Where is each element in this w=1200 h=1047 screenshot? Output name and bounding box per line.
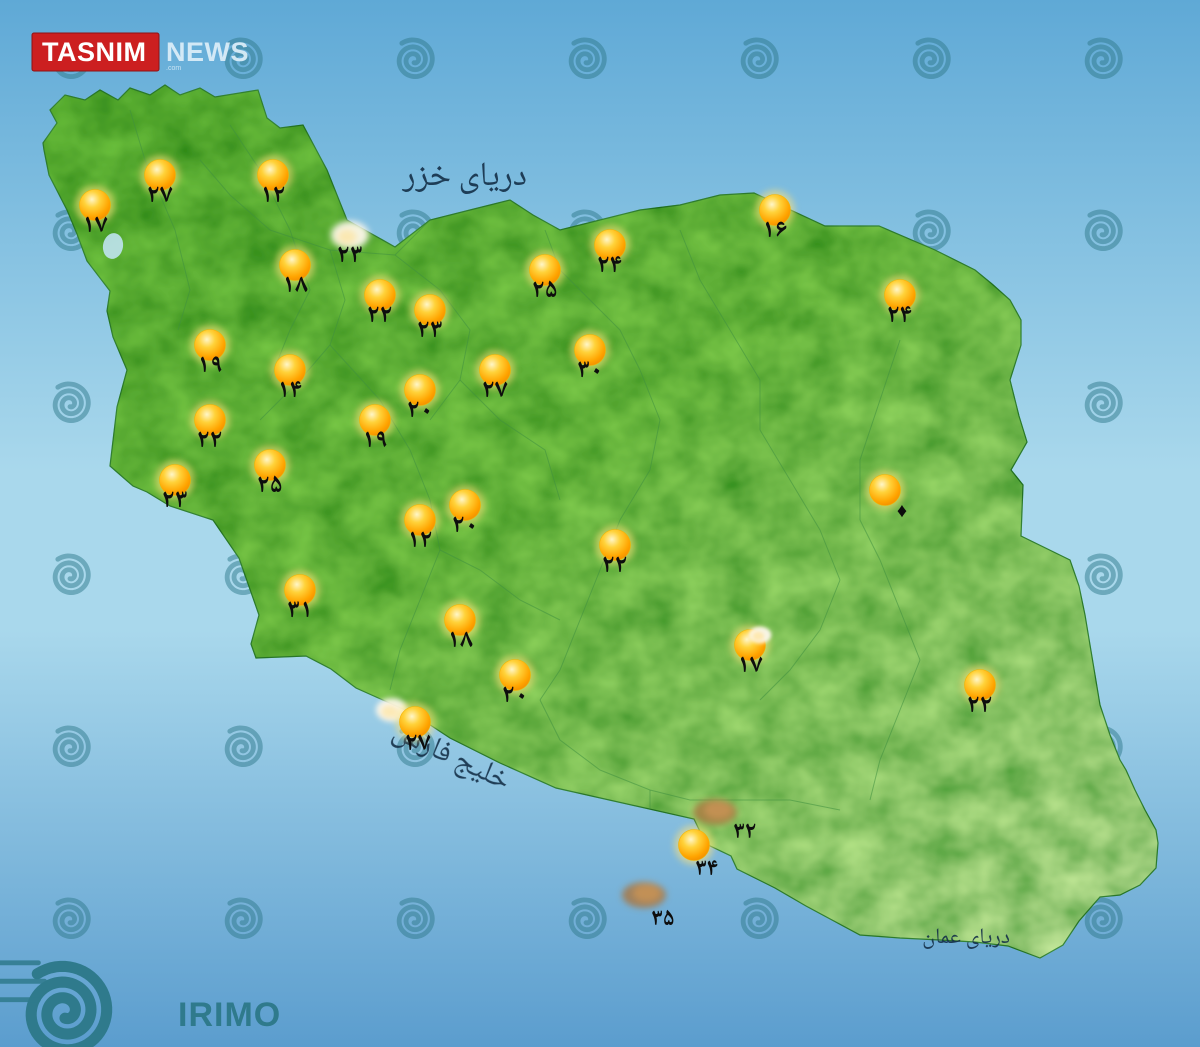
svg-text:۲۷: ۲۷ <box>405 723 431 767</box>
svg-text:۲۲: ۲۲ <box>197 420 222 464</box>
svg-text:۲۲: ۲۲ <box>367 295 392 339</box>
svg-text:۲۵: ۲۵ <box>257 465 282 509</box>
svg-text:۲۳: ۲۳ <box>337 235 362 279</box>
svg-text:۲۳: ۲۳ <box>417 310 442 354</box>
svg-text:۱۸: ۱۸ <box>282 265 308 309</box>
svg-text:NEWS: NEWS <box>166 37 249 67</box>
svg-text:۲۵: ۲۵ <box>532 270 557 314</box>
svg-text:IRIMO: IRIMO <box>178 996 281 1034</box>
svg-text:۲۲: ۲۲ <box>602 545 627 589</box>
svg-text:۲۰: ۲۰ <box>502 675 527 719</box>
svg-text:دریای عمان: دریای عمان <box>922 919 1010 957</box>
svg-text:۱۲: ۱۲ <box>407 520 432 564</box>
svg-text:۱۸: ۱۸ <box>447 620 473 664</box>
svg-text:۲۴: ۲۴ <box>887 295 912 339</box>
svg-text:دریای خزر: دریای خزر <box>402 149 527 207</box>
svg-text:۳۵: ۳۵ <box>651 900 674 941</box>
svg-text:۱۷: ۱۷ <box>737 645 763 689</box>
svg-text:۱۲: ۱۲ <box>260 175 285 219</box>
svg-text:♦: ♦ <box>897 500 907 522</box>
svg-text:۱۹: ۱۹ <box>362 420 387 464</box>
svg-text:۱۴: ۱۴ <box>277 370 302 414</box>
svg-text:۲۰: ۲۰ <box>452 505 477 549</box>
svg-text:۲۴: ۲۴ <box>597 245 622 289</box>
svg-text:.com: .com <box>166 65 181 72</box>
svg-text:۲۷: ۲۷ <box>147 175 173 219</box>
svg-text:۱۷: ۱۷ <box>82 205 108 249</box>
svg-text:۱۹: ۱۹ <box>197 345 222 389</box>
svg-text:۱۶: ۱۶ <box>762 210 787 254</box>
svg-text:۳۴: ۳۴ <box>695 850 718 891</box>
svg-text:۲۰: ۲۰ <box>407 390 432 434</box>
svg-text:۲۷: ۲۷ <box>482 370 508 414</box>
svg-text:۲۳: ۲۳ <box>162 480 187 524</box>
svg-text:۳۰: ۳۰ <box>577 350 602 394</box>
svg-text:۳۱: ۳۱ <box>287 590 312 634</box>
svg-text:۳۲: ۳۲ <box>733 813 756 854</box>
svg-text:TASNIM: TASNIM <box>42 37 147 67</box>
svg-text:۲۲: ۲۲ <box>967 685 992 729</box>
